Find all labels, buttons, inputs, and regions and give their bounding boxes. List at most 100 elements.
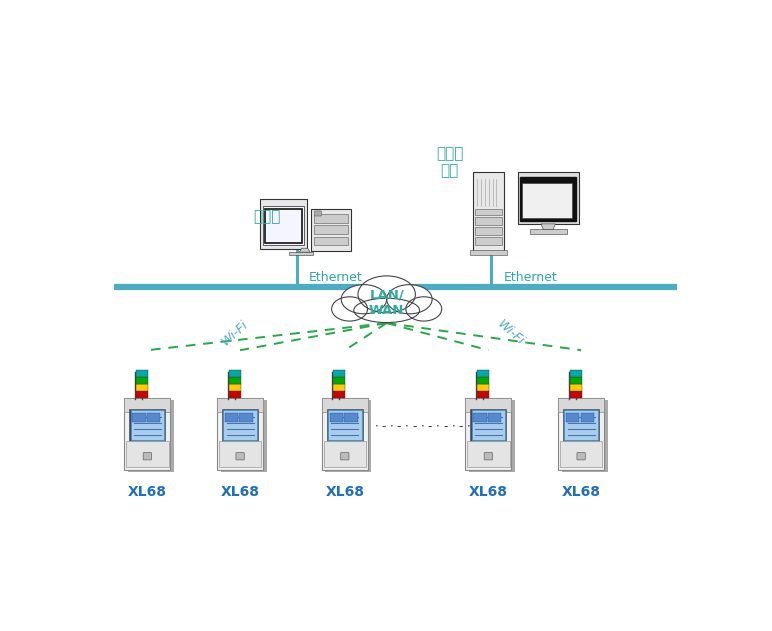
Text: XL68: XL68 xyxy=(561,485,601,499)
FancyBboxPatch shape xyxy=(558,398,604,412)
Ellipse shape xyxy=(387,285,432,314)
Ellipse shape xyxy=(341,285,387,314)
FancyBboxPatch shape xyxy=(311,209,351,251)
FancyBboxPatch shape xyxy=(476,216,502,225)
FancyBboxPatch shape xyxy=(126,440,168,467)
FancyBboxPatch shape xyxy=(265,209,302,243)
FancyBboxPatch shape xyxy=(124,398,171,412)
FancyBboxPatch shape xyxy=(221,400,266,472)
FancyBboxPatch shape xyxy=(260,199,306,249)
FancyBboxPatch shape xyxy=(558,398,604,469)
FancyBboxPatch shape xyxy=(488,413,501,422)
FancyBboxPatch shape xyxy=(314,214,348,223)
FancyBboxPatch shape xyxy=(222,409,258,441)
FancyBboxPatch shape xyxy=(566,413,580,422)
FancyBboxPatch shape xyxy=(124,398,171,469)
FancyBboxPatch shape xyxy=(136,377,148,384)
FancyBboxPatch shape xyxy=(530,229,567,234)
FancyBboxPatch shape xyxy=(520,177,577,221)
FancyBboxPatch shape xyxy=(334,391,345,398)
FancyBboxPatch shape xyxy=(570,391,582,398)
FancyBboxPatch shape xyxy=(322,398,367,469)
FancyBboxPatch shape xyxy=(344,413,357,422)
FancyBboxPatch shape xyxy=(564,410,598,440)
FancyBboxPatch shape xyxy=(330,413,343,422)
FancyBboxPatch shape xyxy=(136,391,148,398)
FancyBboxPatch shape xyxy=(570,370,582,377)
FancyBboxPatch shape xyxy=(217,398,263,412)
FancyBboxPatch shape xyxy=(334,377,345,384)
FancyBboxPatch shape xyxy=(229,391,241,398)
FancyBboxPatch shape xyxy=(477,384,489,391)
FancyBboxPatch shape xyxy=(472,410,505,440)
FancyBboxPatch shape xyxy=(570,384,582,391)
Text: XL68: XL68 xyxy=(469,485,508,499)
FancyBboxPatch shape xyxy=(467,440,510,467)
FancyBboxPatch shape xyxy=(570,377,582,384)
FancyBboxPatch shape xyxy=(472,172,504,251)
Text: LAN/
WAN: LAN/ WAN xyxy=(369,288,405,317)
Text: Ethernet: Ethernet xyxy=(503,271,557,284)
Text: $\cdot$ - $\cdot$ - $\cdot$ - $\cdot$ - $\cdot$ - $\cdot$ - $\cdot$: $\cdot$ - $\cdot$ - $\cdot$ - $\cdot$ - … xyxy=(374,420,471,433)
Text: Wi-Fi: Wi-Fi xyxy=(219,318,251,348)
Ellipse shape xyxy=(406,297,442,321)
FancyBboxPatch shape xyxy=(136,370,148,377)
FancyBboxPatch shape xyxy=(470,409,506,441)
FancyBboxPatch shape xyxy=(469,400,515,472)
Polygon shape xyxy=(300,248,310,252)
FancyBboxPatch shape xyxy=(466,398,511,412)
Text: Wi-Fi: Wi-Fi xyxy=(494,318,527,348)
FancyBboxPatch shape xyxy=(236,452,244,460)
FancyBboxPatch shape xyxy=(323,440,366,467)
FancyBboxPatch shape xyxy=(560,440,602,467)
Text: XL68: XL68 xyxy=(128,485,167,499)
FancyBboxPatch shape xyxy=(476,227,502,235)
FancyBboxPatch shape xyxy=(218,440,262,467)
FancyBboxPatch shape xyxy=(564,409,599,441)
FancyBboxPatch shape xyxy=(334,370,345,377)
FancyBboxPatch shape xyxy=(229,384,241,391)
FancyBboxPatch shape xyxy=(239,413,253,422)
Ellipse shape xyxy=(354,298,420,322)
FancyBboxPatch shape xyxy=(484,452,493,460)
FancyBboxPatch shape xyxy=(477,370,489,377)
FancyBboxPatch shape xyxy=(130,409,165,441)
FancyBboxPatch shape xyxy=(334,384,345,391)
FancyBboxPatch shape xyxy=(322,398,367,412)
FancyBboxPatch shape xyxy=(132,413,146,422)
FancyBboxPatch shape xyxy=(522,182,572,218)
FancyBboxPatch shape xyxy=(229,377,241,384)
Text: Ethernet: Ethernet xyxy=(309,271,363,284)
FancyBboxPatch shape xyxy=(263,206,304,245)
FancyBboxPatch shape xyxy=(325,400,371,472)
Text: XL68: XL68 xyxy=(221,485,259,499)
FancyBboxPatch shape xyxy=(328,410,361,440)
FancyBboxPatch shape xyxy=(562,400,608,472)
Text: 监控服
务器: 监控服 务器 xyxy=(436,146,463,179)
FancyBboxPatch shape xyxy=(314,211,321,216)
FancyBboxPatch shape xyxy=(477,377,489,384)
FancyBboxPatch shape xyxy=(128,400,174,472)
FancyBboxPatch shape xyxy=(476,209,502,215)
FancyBboxPatch shape xyxy=(217,398,263,469)
FancyBboxPatch shape xyxy=(473,413,486,422)
FancyBboxPatch shape xyxy=(477,391,489,398)
FancyBboxPatch shape xyxy=(225,413,239,422)
FancyBboxPatch shape xyxy=(327,409,363,441)
Text: 操作站: 操作站 xyxy=(253,209,281,225)
Ellipse shape xyxy=(358,276,415,313)
FancyBboxPatch shape xyxy=(290,252,313,256)
FancyBboxPatch shape xyxy=(314,225,348,233)
Polygon shape xyxy=(541,224,555,230)
FancyBboxPatch shape xyxy=(577,452,585,460)
FancyBboxPatch shape xyxy=(581,413,594,422)
FancyBboxPatch shape xyxy=(136,384,148,391)
Text: XL68: XL68 xyxy=(325,485,364,499)
FancyBboxPatch shape xyxy=(130,410,164,440)
FancyBboxPatch shape xyxy=(466,398,511,469)
FancyBboxPatch shape xyxy=(143,452,151,460)
FancyBboxPatch shape xyxy=(229,370,241,377)
FancyBboxPatch shape xyxy=(314,237,348,245)
FancyBboxPatch shape xyxy=(147,413,161,422)
FancyBboxPatch shape xyxy=(470,250,507,255)
